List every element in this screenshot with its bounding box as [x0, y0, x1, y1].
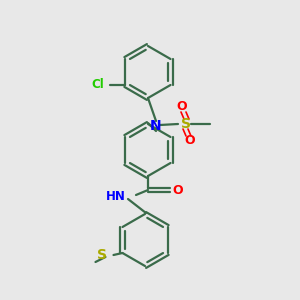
Text: O: O: [185, 134, 195, 148]
Text: O: O: [177, 100, 187, 113]
Text: O: O: [173, 184, 183, 196]
Text: S: S: [98, 248, 107, 262]
Text: HN: HN: [106, 190, 126, 203]
Text: N: N: [150, 119, 162, 133]
Text: Cl: Cl: [92, 79, 104, 92]
Text: S: S: [181, 117, 191, 131]
